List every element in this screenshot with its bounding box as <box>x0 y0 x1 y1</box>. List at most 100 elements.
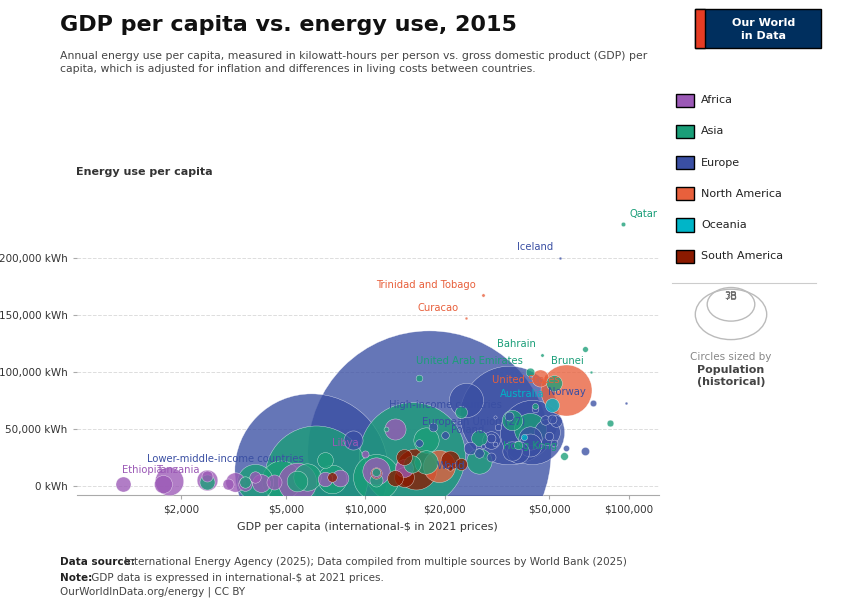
Point <box>538 415 552 425</box>
Point <box>388 424 402 434</box>
Point <box>559 443 573 453</box>
Point <box>558 451 571 461</box>
Point <box>304 465 318 475</box>
Point <box>405 460 418 469</box>
Point <box>484 452 498 462</box>
Text: Trinidad and Tobago: Trinidad and Tobago <box>377 280 476 290</box>
Point <box>267 478 280 487</box>
Point <box>370 469 383 478</box>
Point <box>578 446 592 455</box>
Point <box>432 461 445 471</box>
Point <box>239 479 252 488</box>
Point <box>454 407 468 416</box>
Point <box>438 430 451 439</box>
Point <box>473 448 486 458</box>
Point <box>318 474 332 484</box>
Point <box>326 474 339 484</box>
Text: Our World: Our World <box>732 17 795 28</box>
Point <box>200 475 213 485</box>
Text: (historical): (historical) <box>697 377 765 388</box>
Point <box>476 441 490 451</box>
Point <box>397 463 411 472</box>
Point <box>419 457 433 467</box>
Point <box>463 443 477 453</box>
Point <box>523 367 536 377</box>
Text: in Data: in Data <box>740 31 785 41</box>
Text: Annual energy use per capita, measured in kilowatt-hours per person vs. gross do: Annual energy use per capita, measured i… <box>60 51 647 74</box>
Text: Lower-middle-income countries: Lower-middle-income countries <box>147 454 303 464</box>
Point <box>536 350 549 359</box>
Point <box>444 463 457 472</box>
Text: High-income countries: High-income countries <box>388 400 501 410</box>
Text: Tanzania: Tanzania <box>156 464 200 475</box>
Text: OurWorldInData.org/energy | CC BY: OurWorldInData.org/energy | CC BY <box>60 587 245 597</box>
Point <box>547 438 561 448</box>
Point <box>200 478 213 487</box>
Point <box>370 469 383 478</box>
Point <box>616 219 630 229</box>
Text: Australia: Australia <box>501 389 545 400</box>
Point <box>523 440 536 449</box>
Text: Brunei: Brunei <box>552 356 584 366</box>
Point <box>476 290 490 300</box>
Point <box>541 427 554 437</box>
Point <box>542 431 556 440</box>
Text: 3B: 3B <box>724 291 738 301</box>
Point <box>239 478 252 487</box>
Point <box>484 433 498 443</box>
Text: GDP per capita vs. energy use, 2015: GDP per capita vs. energy use, 2015 <box>60 15 516 35</box>
Point <box>388 473 402 482</box>
Point <box>419 436 433 445</box>
Point <box>370 466 383 476</box>
Point <box>326 472 339 482</box>
Text: United Arab Emirates: United Arab Emirates <box>416 356 523 366</box>
Point <box>586 398 599 407</box>
Point <box>484 436 498 445</box>
Text: GDP data is expressed in international-$ at 2021 prices.: GDP data is expressed in international-$… <box>88 573 384 583</box>
Text: North America: North America <box>701 189 782 199</box>
Text: Asia: Asia <box>701 127 724 136</box>
Point <box>533 373 547 382</box>
Text: Bahrain: Bahrain <box>496 339 536 349</box>
Point <box>54 479 68 489</box>
Point <box>523 424 536 434</box>
Text: Hong Kong: Hong Kong <box>503 440 558 451</box>
Point <box>528 401 541 411</box>
Point <box>370 467 383 477</box>
Point <box>454 460 468 469</box>
Text: Norway: Norway <box>548 387 586 397</box>
Point <box>444 455 457 464</box>
Point <box>347 436 360 445</box>
Point <box>511 440 524 449</box>
Point <box>318 455 332 464</box>
Text: European Union (27): European Union (27) <box>422 417 525 427</box>
Point <box>488 413 502 422</box>
Point <box>221 479 235 488</box>
Point <box>511 447 524 457</box>
Text: International Energy Agency (2025); Data compiled from multiple sources by World: International Energy Agency (2025); Data… <box>121 557 626 567</box>
Point <box>309 472 323 482</box>
Point <box>397 452 411 462</box>
Point <box>370 475 383 485</box>
Point <box>359 449 372 459</box>
Point <box>505 415 518 425</box>
Text: Poland: Poland <box>450 425 484 434</box>
Point <box>412 373 426 382</box>
Point <box>200 471 213 481</box>
Point <box>397 472 411 482</box>
Point <box>488 439 502 448</box>
Point <box>459 395 473 405</box>
Text: Oceania: Oceania <box>701 220 747 230</box>
Point <box>409 464 422 473</box>
Point <box>370 472 383 482</box>
Point <box>290 476 303 486</box>
Point <box>333 473 347 482</box>
Point <box>275 475 288 485</box>
Point <box>405 450 418 460</box>
Point <box>517 432 530 442</box>
Point <box>459 313 473 323</box>
Text: Qatar: Qatar <box>630 209 658 220</box>
Text: Europe: Europe <box>701 158 740 167</box>
Text: Note:: Note: <box>60 573 92 583</box>
Point <box>584 367 598 377</box>
